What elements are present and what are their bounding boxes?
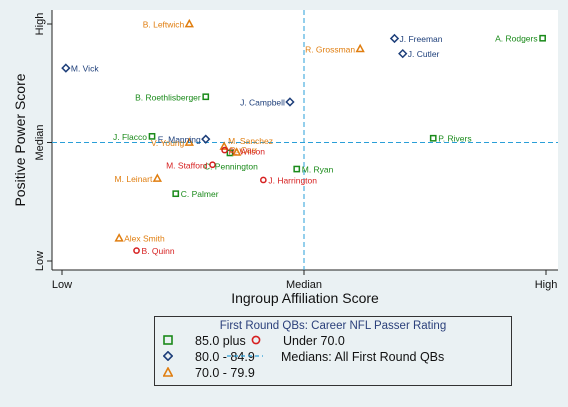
- x-tick-label-high: High: [535, 279, 558, 291]
- c-palmer-square-marker: [172, 190, 180, 198]
- m-vick-diamond-marker: [61, 63, 71, 73]
- legend-label-85-plus: 85.0 plus: [195, 334, 246, 348]
- legend-title: First Round QBs: Career NFL Passer Ratin…: [219, 320, 447, 332]
- b-quinn-circle-marker: [133, 247, 140, 254]
- triangle-marker-icon: [161, 366, 175, 380]
- point-label-p-rivers: P. Rivers: [438, 134, 471, 144]
- point-label-e-manning: E. Manning: [158, 135, 201, 145]
- point-label-v-young: V. Young: [151, 138, 185, 148]
- point-label-alex-smith: Alex Smith: [124, 234, 165, 244]
- point-label-b-quinn: B. Quinn: [142, 246, 175, 256]
- dashed-line-icon: [227, 350, 263, 364]
- axis-ticks: Low Median High Low Median High: [34, 13, 557, 291]
- data-points: [61, 18, 546, 254]
- x-tick-label-low: Low: [52, 279, 72, 291]
- point-label-m-stafford: M. Stafford: [166, 160, 208, 170]
- point-label-b-leftwich: B. Leftwich: [143, 20, 185, 30]
- m-sanchez-triangle-marker: [219, 141, 229, 150]
- b-leftwich-triangle-marker: [184, 18, 194, 28]
- b-roethlisberger-square-marker: [202, 93, 210, 101]
- point-label-r-grossman: R. Grossman: [305, 44, 355, 54]
- y-tick-label-high: High: [34, 13, 46, 36]
- point-label-j-cutler: J. Cutler: [408, 49, 440, 59]
- legend-label-medians: Medians: All First Round QBs: [281, 350, 445, 364]
- j-freeman-diamond-marker: [389, 33, 400, 44]
- d-carr-triangle-marker: [232, 147, 242, 156]
- diamond-marker-icon: [161, 350, 175, 364]
- y-axis-label: Positive Power Score: [12, 73, 28, 206]
- square-marker-icon: [161, 334, 175, 348]
- y-tick-label-low: Low: [34, 251, 46, 271]
- m-stafford-circle-marker: [209, 161, 216, 169]
- legend-label-under-70: Under 70.0: [283, 334, 345, 348]
- point-label-m-leinart: M. Leinart: [115, 174, 153, 184]
- j-flacco-square-marker: [148, 132, 156, 140]
- point-label-c-palmer: C. Palmer: [181, 189, 219, 199]
- legend-item-medians: Medians: All First Round QBs: [227, 350, 444, 364]
- r-grossman-triangle-marker: [355, 43, 365, 53]
- point-label-b-roethlisberger: B. Roethlisberger: [135, 92, 201, 102]
- a-rodgers-square-marker: [539, 34, 546, 42]
- legend: First Round QBs: Career NFL Passer Ratin…: [154, 316, 512, 386]
- legend-item-under-70: Under 70.0: [249, 334, 345, 348]
- y-tick-label-median: Median: [34, 124, 46, 160]
- point-label-m-sanchez: M. Sanchez: [228, 136, 273, 146]
- median-lines: [52, 10, 558, 270]
- point-label-j-harrington: J. Harrington: [268, 175, 317, 185]
- point-label-j-freeman: J. Freeman: [400, 34, 443, 44]
- legend-item-85-plus: 85.0 plus: [161, 334, 246, 348]
- c-pennington-square-marker: [226, 149, 234, 157]
- e-manning-diamond-marker: [201, 134, 211, 144]
- p-rivers-square-marker: [429, 134, 437, 142]
- plot-area: [52, 10, 558, 270]
- r-wilson-circle-marker: [221, 146, 228, 154]
- legend-item-70-79: 70.0 - 79.9: [161, 366, 255, 380]
- point-label-m-ryan: M. Ryan: [302, 165, 334, 175]
- m-ryan-square-marker: [293, 165, 301, 173]
- x-axis-label: Ingroup Affiliation Score: [231, 290, 379, 306]
- point-labels: A. Rodgers P. Rivers B. Roethlisberger J. F…: [71, 20, 538, 257]
- point-label-r-wilson: R. Wilson: [229, 147, 266, 157]
- point-label-j-campbell: J. Campbell: [240, 97, 285, 107]
- point-label-m-vick: M. Vick: [71, 64, 99, 74]
- x-tick-label-median: Median: [286, 279, 322, 291]
- j-campbell-diamond-marker: [285, 97, 295, 107]
- j-harrington-circle-marker: [259, 176, 267, 184]
- legend-label-70-79: 70.0 - 79.9: [195, 366, 255, 380]
- point-label-a-rodgers: A. Rodgers: [495, 34, 538, 44]
- circle-marker-icon: [249, 334, 263, 348]
- v-young-triangle-marker: [184, 137, 194, 146]
- point-label-c-pennington: C. Pennington: [204, 161, 258, 171]
- legend-label-80-84: 80.0 - 84.9: [195, 350, 255, 364]
- m-leinart-triangle-marker: [152, 173, 163, 182]
- legend-item-80-84: 80.0 - 84.9: [161, 350, 255, 364]
- point-label-d-carr: D. Carr: [230, 145, 258, 155]
- j-cutler-diamond-marker: [398, 48, 408, 59]
- alex-smith-triangle-marker: [114, 233, 124, 242]
- point-label-j-flacco: J. Flacco: [113, 132, 147, 142]
